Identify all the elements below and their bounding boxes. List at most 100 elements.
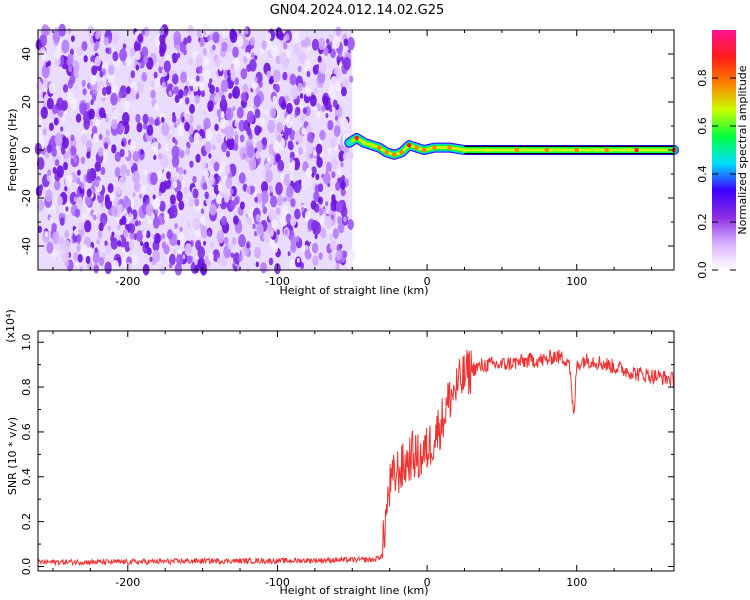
noise-blob: [141, 184, 148, 194]
noise-blob: [275, 207, 281, 216]
noise-blob: [136, 230, 143, 242]
noise-blob: [314, 233, 318, 240]
noise-blob: [176, 52, 181, 59]
noise-blob: [51, 147, 57, 157]
noise-blob: [301, 113, 306, 121]
noise-blob: [297, 107, 301, 113]
noise-blob: [229, 30, 238, 43]
colorbar-gradient: [712, 30, 736, 270]
noise-blob: [104, 142, 109, 149]
noise-blob: [96, 238, 100, 245]
noise-blob: [206, 35, 211, 42]
noise-blob: [177, 89, 184, 99]
noise-blob: [154, 232, 161, 244]
noise-blob: [37, 116, 43, 125]
noise-blob: [268, 257, 274, 266]
noise-blob: [142, 113, 149, 124]
noise-blob: [38, 184, 43, 193]
signal-peak-point: [361, 140, 367, 146]
noise-blob: [75, 262, 79, 268]
noise-blob: [199, 84, 204, 92]
noise-blob: [129, 159, 134, 167]
noise-blob: [158, 56, 165, 68]
spectrogram-x-axis-label: Height of straight line (km): [279, 284, 428, 297]
noise-blob: [319, 129, 326, 141]
noise-blob: [268, 209, 276, 222]
noise-blob: [95, 31, 100, 40]
noise-blob: [184, 121, 190, 132]
noise-blob: [70, 145, 77, 156]
signal-peak-point: [514, 147, 520, 153]
noise-blob: [179, 149, 185, 159]
noise-blob: [195, 54, 203, 67]
noise-blob: [81, 79, 86, 87]
noise-blob: [127, 76, 132, 84]
noise-blob: [92, 214, 97, 221]
noise-blob: [275, 182, 283, 195]
noise-blob: [247, 122, 251, 128]
noise-blob: [186, 142, 191, 149]
noise-blob: [329, 41, 333, 47]
noise-blob: [73, 175, 78, 183]
noise-blob: [266, 32, 272, 41]
signal-peak-point: [346, 140, 352, 146]
noise-blob: [242, 83, 249, 95]
noise-blob: [183, 37, 188, 46]
noise-blob: [63, 239, 71, 252]
noise-blob: [236, 35, 244, 47]
noise-blob: [161, 81, 166, 89]
noise-blob: [135, 50, 141, 61]
noise-blob: [292, 30, 300, 43]
noise-blob: [130, 139, 136, 150]
noise-blob: [315, 110, 321, 120]
noise-blob: [349, 75, 354, 83]
noise-blob: [208, 174, 215, 186]
noise-blob: [305, 244, 309, 250]
noise-blob: [151, 140, 159, 152]
noise-blob: [133, 181, 141, 192]
noise-blob: [332, 36, 341, 49]
noise-blob: [337, 168, 342, 176]
noise-blob: [96, 213, 101, 221]
noise-blob: [220, 111, 225, 119]
noise-blob: [117, 203, 123, 214]
noise-blob: [253, 94, 261, 108]
noise-blob: [166, 171, 171, 180]
noise-blob: [301, 206, 305, 213]
noise-blob: [261, 40, 267, 50]
noise-blob: [97, 231, 103, 239]
noise-blob: [159, 26, 165, 36]
noise-blob: [86, 171, 94, 184]
noise-blob: [93, 264, 99, 274]
noise-blob: [261, 136, 268, 146]
noise-blob: [94, 55, 101, 67]
noise-blob: [246, 243, 250, 249]
noise-blob: [61, 136, 69, 149]
noise-blob: [171, 52, 178, 64]
noise-blob: [131, 254, 138, 266]
signal-peak-point: [447, 145, 452, 150]
noise-blob: [328, 253, 333, 261]
noise-blob: [158, 191, 162, 196]
noise-blob: [135, 64, 140, 71]
noise-blob: [75, 72, 79, 79]
noise-blob: [65, 206, 69, 212]
noise-blob: [322, 95, 329, 106]
noise-blob: [171, 115, 177, 123]
noise-blob: [209, 203, 217, 216]
signal-peak-point: [634, 147, 639, 153]
noise-blob: [202, 182, 207, 190]
noise-blob: [141, 29, 146, 36]
noise-blob: [160, 154, 169, 168]
noise-blob: [51, 222, 57, 232]
noise-blob: [303, 37, 311, 49]
noise-blob: [195, 153, 201, 163]
noise-blob: [126, 86, 131, 95]
noise-blob: [129, 246, 134, 252]
noise-blob: [192, 175, 197, 184]
noise-blob: [245, 51, 250, 59]
noise-blob: [111, 205, 119, 217]
noise-blob: [159, 200, 166, 212]
colorbar-label: Normalized spectral amplitude: [736, 65, 749, 234]
